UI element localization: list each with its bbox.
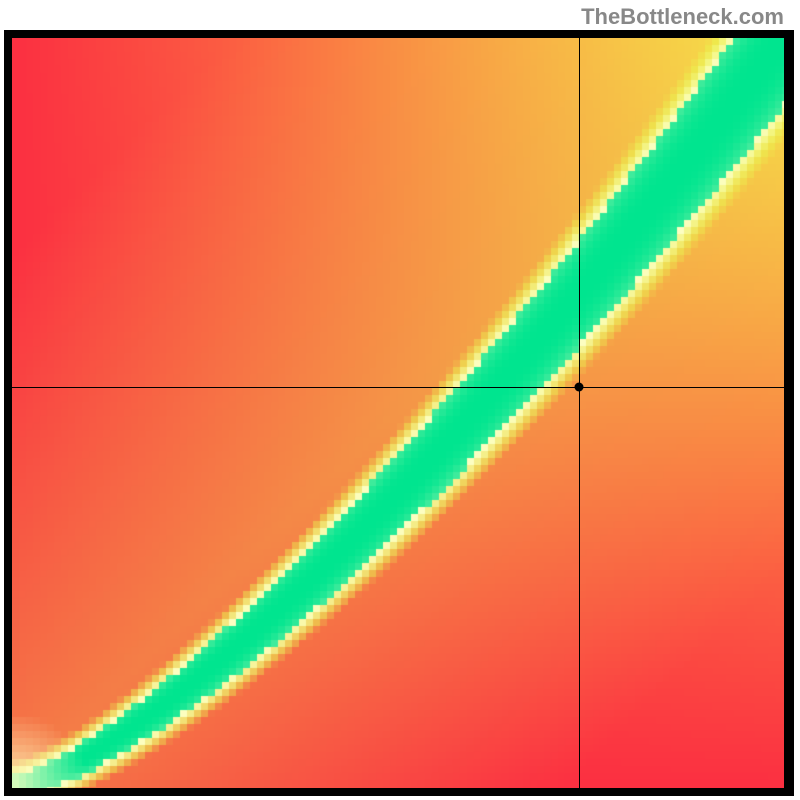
chart-frame bbox=[4, 30, 794, 796]
watermark-text: TheBottleneck.com bbox=[581, 4, 784, 30]
heatmap-canvas bbox=[12, 38, 784, 788]
heatmap-plot-area bbox=[12, 38, 784, 788]
